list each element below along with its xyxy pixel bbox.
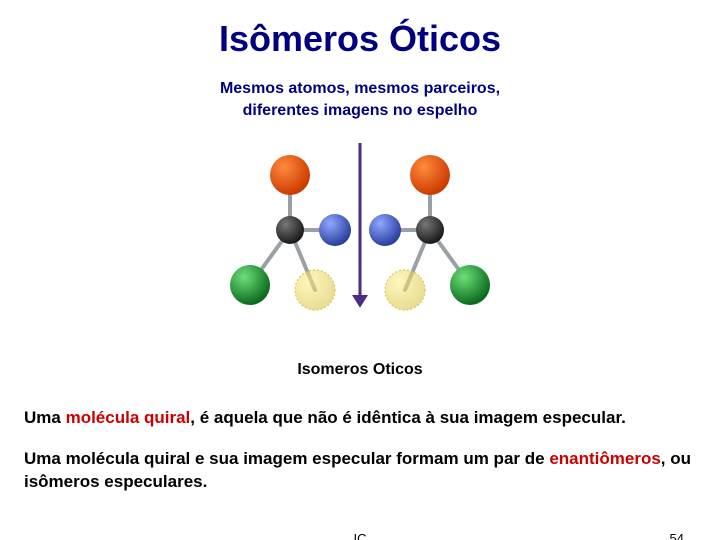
p1-pre: Uma xyxy=(24,408,66,427)
subtitle-line1: Mesmos atomos, mesmos parceiros, xyxy=(220,80,500,97)
mol-right-atom-top xyxy=(410,155,450,195)
mol-left-atom-downL xyxy=(230,265,270,305)
mol-left-atom-top xyxy=(270,155,310,195)
mol-left-atom-downR xyxy=(295,270,335,310)
figure-caption: Isomeros Oticos xyxy=(0,361,720,379)
mirror-arrowhead-icon xyxy=(352,295,368,308)
mol-right-atom-downL xyxy=(385,270,425,310)
paragraph-2: Uma molécula quiral e sua imagem especul… xyxy=(24,448,696,494)
page-title: Isômeros Óticos xyxy=(0,18,720,60)
p2-pre: Uma molécula quiral e sua imagem especul… xyxy=(24,449,549,468)
mol-left-atom-right xyxy=(319,214,351,246)
mol-right-atom-center xyxy=(416,216,444,244)
p2-em: enantiômeros xyxy=(549,449,660,468)
mol-right-atom-left xyxy=(369,214,401,246)
paragraph-1: Uma molécula quiral, é aquela que não é … xyxy=(24,407,696,430)
diagram-figure xyxy=(180,135,540,355)
p1-post: , é aquela que não é idêntica à sua imag… xyxy=(190,408,626,427)
p1-em: molécula quiral xyxy=(66,408,191,427)
subtitle: Mesmos atomos, mesmos parceiros, diferen… xyxy=(0,78,720,123)
footer-page-number: 54 xyxy=(670,531,684,540)
footer-label: IC xyxy=(354,531,367,540)
mol-left-atom-center xyxy=(276,216,304,244)
molecules-svg xyxy=(180,135,540,355)
subtitle-line2: diferentes imagens no espelho xyxy=(243,102,478,119)
mol-right-atom-downR xyxy=(450,265,490,305)
